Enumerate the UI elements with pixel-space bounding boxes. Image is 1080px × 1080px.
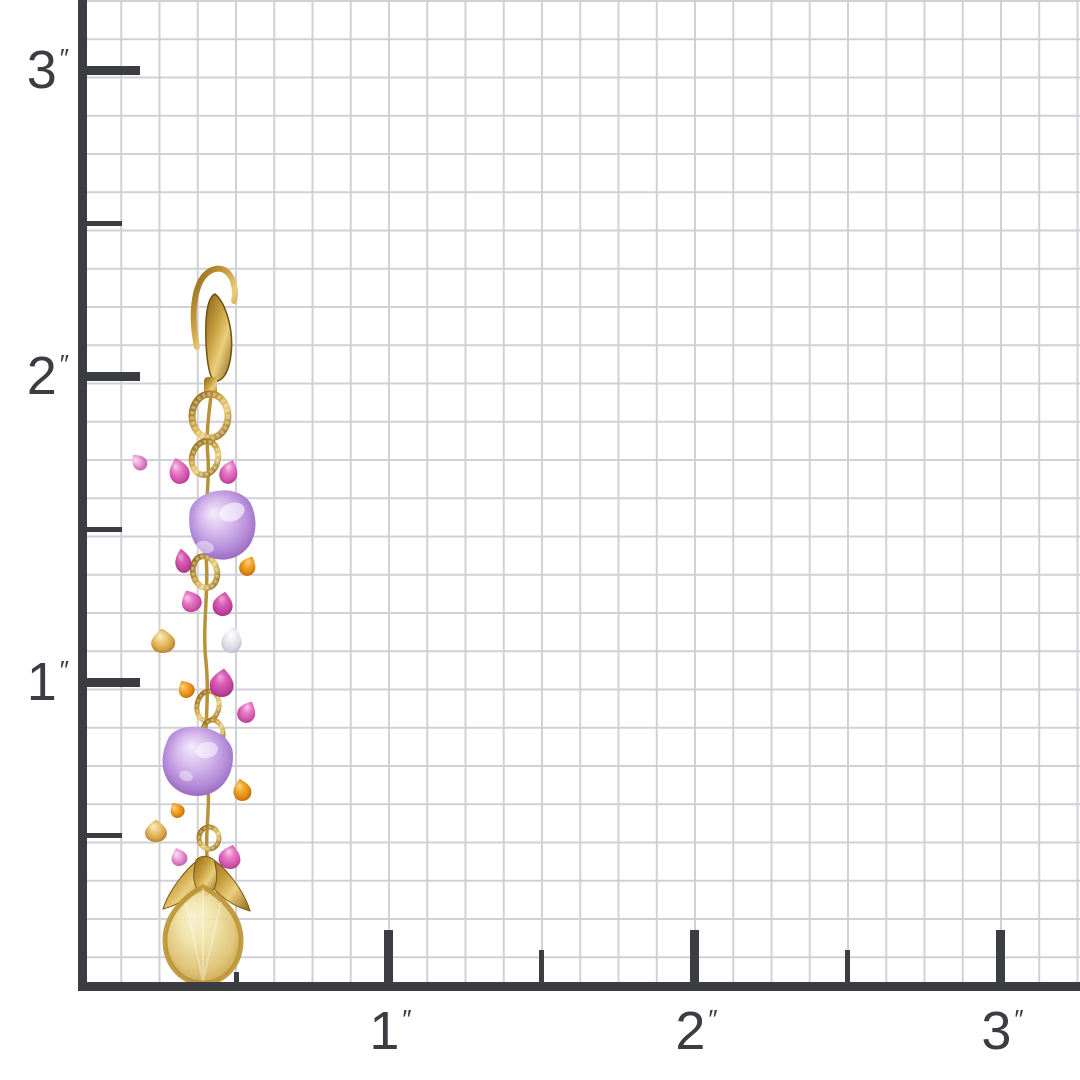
measurement-value: 1 — [369, 1001, 400, 1061]
chain-link — [189, 553, 221, 591]
white-gem-bead — [219, 624, 245, 655]
orange-gem-bead — [236, 553, 260, 579]
champagne-gem-bead — [145, 819, 167, 842]
tick-minor-x — [844, 950, 850, 986]
ruler-axis-vertical — [78, 0, 87, 991]
ear-wire-hook — [190, 265, 238, 350]
measurement-value: 3 — [26, 40, 57, 100]
x-axis-label: 1 ″ — [340, 998, 440, 1064]
ruler-axis-horizontal — [78, 982, 1080, 991]
tick-minor-x — [538, 950, 544, 986]
citrine-drop-facets — [185, 888, 222, 982]
orange-gem-bead — [174, 676, 198, 701]
x-axis-label: 3 ″ — [952, 998, 1052, 1064]
pink-dk-gem-bead — [211, 590, 236, 618]
chain-link — [196, 824, 222, 852]
measurement-value: 1 — [26, 652, 57, 712]
pink-gem-bead — [234, 697, 260, 726]
chain-link — [198, 826, 220, 850]
inch-symbol: ″ — [402, 1004, 411, 1034]
tick-minor-y — [80, 526, 122, 532]
x-axis-label: 2 ″ — [646, 998, 746, 1064]
tick-major-y — [80, 677, 140, 687]
gem-highlight — [179, 770, 193, 782]
y-axis-label: 3 ″ — [0, 37, 69, 103]
chain-link — [190, 392, 230, 440]
inch-symbol: ″ — [59, 349, 69, 379]
inch-symbol: ″ — [1014, 1004, 1023, 1034]
tick-minor-y — [80, 832, 122, 838]
champagne-gem-bead — [149, 627, 177, 655]
tick-major-y — [80, 371, 140, 381]
tick-major-x — [689, 930, 699, 986]
chain-links — [188, 390, 232, 852]
gem-highlight — [196, 540, 214, 554]
ear-wire-front — [205, 293, 233, 382]
chain-link — [195, 690, 221, 722]
orange-gem-bead — [166, 799, 188, 821]
purple-gem-bead — [156, 721, 238, 802]
chain-link — [188, 438, 222, 478]
inch-symbol: ″ — [59, 655, 69, 685]
y-axis-label: 2 ″ — [0, 343, 69, 409]
chain-link — [191, 554, 219, 590]
tick-major-y — [80, 65, 140, 75]
chain-link — [188, 390, 232, 442]
tick-minor-x — [233, 972, 239, 986]
gem-highlight — [219, 502, 245, 522]
pink-lt-gem-bead — [168, 845, 190, 869]
pink-gem-bead — [165, 455, 193, 487]
orange-gem-bead — [230, 776, 254, 803]
inch-symbol: ″ — [708, 1004, 717, 1034]
pink-lt-gem-bead — [127, 450, 151, 474]
measurement-value: 2 — [26, 346, 57, 406]
tick-minor-y — [80, 220, 122, 226]
inch-symbol: ″ — [59, 43, 69, 73]
pink-gem-bead — [177, 586, 205, 616]
purple-gem-bead — [185, 486, 261, 564]
chain-link — [190, 439, 220, 477]
tick-major-x — [383, 930, 393, 986]
measurement-value: 3 — [981, 1001, 1012, 1061]
gem-highlight — [196, 741, 218, 759]
tick-major-x — [995, 930, 1005, 986]
y-axis-label: 1 ″ — [0, 649, 69, 715]
measurement-grid — [82, 0, 1080, 988]
measurement-value: 2 — [675, 1001, 706, 1061]
